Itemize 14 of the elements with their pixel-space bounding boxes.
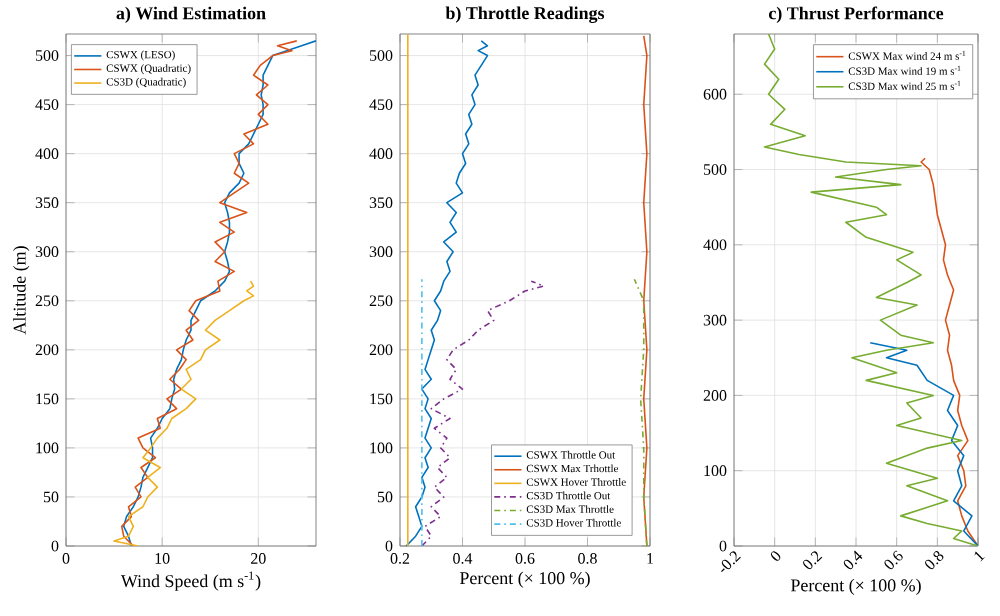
- x-axis-title: Wind Speed (m s$^{-1}$): [120, 571, 261, 591]
- line-series: [633, 278, 648, 546]
- chart-title: c) Thrust Performance: [768, 6, 944, 23]
- chart-title: a) Wind Estimation: [116, 6, 266, 23]
- line-series: [113, 280, 255, 546]
- line-series: [869, 341, 979, 546]
- line-series: [642, 35, 648, 546]
- x-axis-title: Percent (× 100 %): [790, 578, 921, 596]
- chart-title: b) Throttle Readings: [445, 6, 605, 23]
- line-series: [405, 40, 489, 546]
- y-axis-title: Altitude (m): [13, 246, 30, 335]
- x-axis-title: Percent (× 100 %): [459, 571, 590, 588]
- line-series: [763, 34, 979, 546]
- line-series: [920, 157, 979, 546]
